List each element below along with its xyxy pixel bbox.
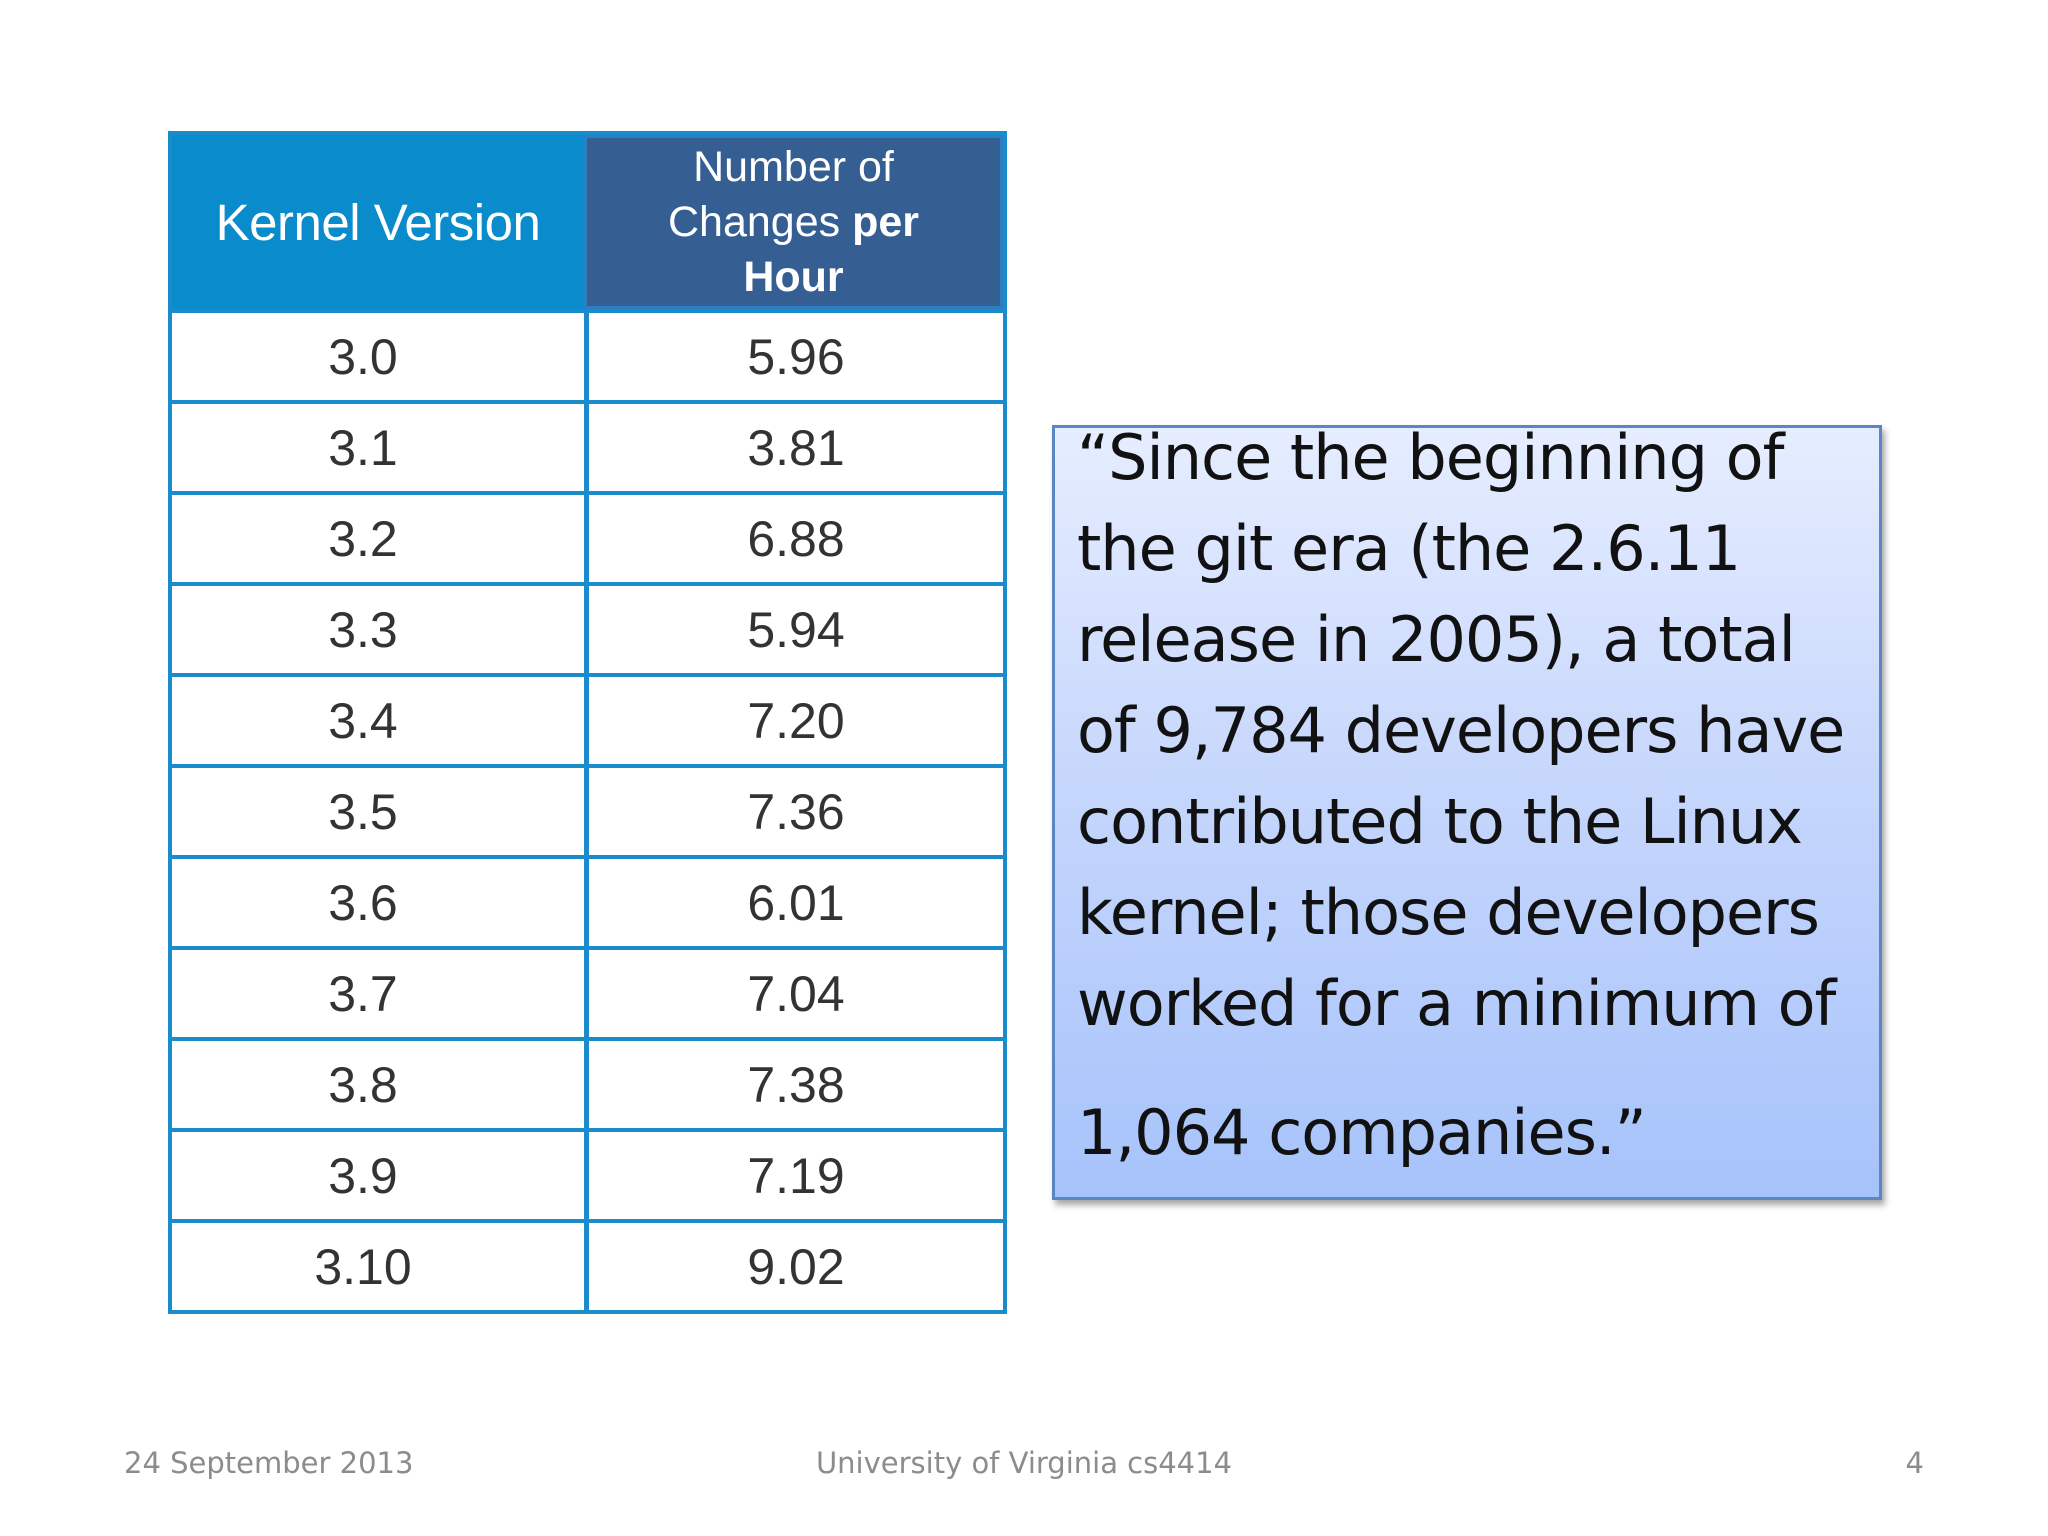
- header-changes-line3: Hour: [743, 252, 844, 301]
- cell-changes-per-hour: 5.94: [584, 582, 1003, 673]
- cell-changes-per-hour: 6.01: [584, 855, 1003, 946]
- header-changes-line2-bold: per: [852, 197, 919, 246]
- cell-kernel-version: 3.10: [172, 1219, 584, 1310]
- kernel-changes-table: Kernel Version Number of Changes per Hou…: [168, 131, 1007, 1314]
- table-row: 3.6 6.01: [172, 855, 1003, 946]
- cell-kernel-version: 3.6: [172, 855, 584, 946]
- header-changes-per-hour: Number of Changes per Hour: [584, 135, 1003, 309]
- quote-line: contributed to the Linux: [1077, 785, 1803, 858]
- table-row: 3.8 7.38: [172, 1037, 1003, 1128]
- quote-text: “Since the beginning of the git era (the…: [1077, 412, 1887, 1178]
- cell-kernel-version: 3.7: [172, 946, 584, 1037]
- quote-line: worked for a minimum of: [1077, 967, 1836, 1040]
- quote-line-last: 1,064 companies.”: [1077, 1096, 1647, 1169]
- quote-line: “Since the beginning of: [1077, 421, 1784, 494]
- table-row: 3.0 5.96: [172, 309, 1003, 400]
- cell-kernel-version: 3.1: [172, 400, 584, 491]
- cell-kernel-version: 3.3: [172, 582, 584, 673]
- quote-line: of 9,784 developers have: [1077, 694, 1845, 767]
- cell-kernel-version: 3.4: [172, 673, 584, 764]
- table-row: 3.10 9.02: [172, 1219, 1003, 1310]
- footer-title: University of Virginia cs4414: [815, 1446, 1233, 1480]
- cell-changes-per-hour: 7.36: [584, 764, 1003, 855]
- cell-changes-per-hour: 7.20: [584, 673, 1003, 764]
- cell-changes-per-hour: 7.19: [584, 1128, 1003, 1219]
- cell-changes-per-hour: 7.38: [584, 1037, 1003, 1128]
- cell-kernel-version: 3.8: [172, 1037, 584, 1128]
- quote-line: the git era (the 2.6.11: [1077, 512, 1741, 585]
- cell-changes-per-hour: 6.88: [584, 491, 1003, 582]
- quote-line: release in 2005), a total: [1077, 603, 1796, 676]
- table-row: 3.7 7.04: [172, 946, 1003, 1037]
- table-row: 3.2 6.88: [172, 491, 1003, 582]
- table-row: 3.4 7.20: [172, 673, 1003, 764]
- header-changes-line1: Number of: [693, 142, 894, 191]
- table-row: 3.9 7.19: [172, 1128, 1003, 1219]
- cell-kernel-version: 3.9: [172, 1128, 584, 1219]
- table-row: 3.5 7.36: [172, 764, 1003, 855]
- table-header-row: Kernel Version Number of Changes per Hou…: [172, 135, 1003, 309]
- cell-changes-per-hour: 3.81: [584, 400, 1003, 491]
- cell-kernel-version: 3.5: [172, 764, 584, 855]
- table-row: 3.1 3.81: [172, 400, 1003, 491]
- quote-box: “Since the beginning of the git era (the…: [1052, 421, 1882, 1200]
- header-changes-line2: Changes: [667, 197, 841, 246]
- cell-changes-per-hour: 7.04: [584, 946, 1003, 1037]
- cell-changes-per-hour: 9.02: [584, 1219, 1003, 1310]
- footer-date: 24 September 2013: [124, 1446, 414, 1480]
- cell-changes-per-hour: 5.96: [584, 309, 1003, 400]
- table-body: 3.0 5.96 3.1 3.81 3.2 6.88 3.3 5.94 3.4 7.20 3.5 7.…: [172, 309, 1003, 1310]
- page-number: 4: [1905, 1446, 1924, 1480]
- quote-line: kernel; those developers: [1077, 876, 1820, 949]
- cell-kernel-version: 3.2: [172, 491, 584, 582]
- table-row: 3.3 5.94: [172, 582, 1003, 673]
- cell-kernel-version: 3.0: [172, 309, 584, 400]
- header-kernel-version: Kernel Version: [172, 135, 584, 309]
